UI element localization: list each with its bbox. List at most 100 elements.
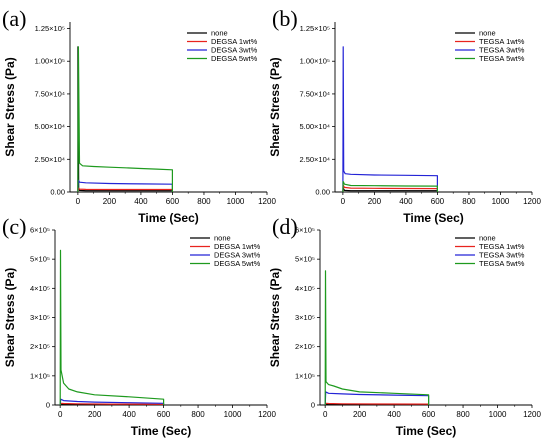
x-tick-label: 1200: [258, 197, 276, 206]
y-axis-title: Shear Stress (Pa): [3, 57, 17, 156]
y-tick-label: 7.50×10⁴: [299, 89, 330, 98]
chart-panel-b: (b) 0.00 2.50×10⁴ 5.00×10⁴ 7.50×10⁴ 1.00×10⁵ 1…: [268, 6, 541, 225]
y-axis-title: Shear Stress (Pa): [3, 268, 17, 367]
series-line-degsa-5wt-: [77, 46, 173, 193]
panel-label: (d): [272, 214, 298, 239]
y-axis-title: Shear Stress (Pa): [268, 57, 282, 156]
legend-label: none: [479, 234, 496, 243]
legend-label: TEGSA 5wt%: [479, 54, 525, 63]
legend-label: TEGSA 3wt%: [479, 251, 525, 260]
legend-label: TEGSA 1wt%: [479, 242, 525, 251]
legend-label: DEGSA 5wt%: [211, 54, 258, 63]
legend-label: DEGSA 3wt%: [214, 251, 261, 260]
x-tick-label: 400: [399, 197, 413, 206]
series-line-tegsa-3wt-: [342, 46, 438, 193]
x-tick-label: 1200: [523, 410, 541, 419]
panel-label: (c): [2, 214, 26, 239]
legend-label: none: [211, 29, 228, 38]
x-axis-title: Time (Sec): [403, 211, 463, 225]
x-tick-label: 400: [134, 197, 148, 206]
y-tick-label: 0.00: [50, 188, 65, 197]
y-tick-label: 1×10⁵: [295, 371, 315, 380]
legend-label: DEGSA 1wt%: [214, 242, 261, 251]
x-tick-label: 200: [368, 197, 382, 206]
legend-label: TEGSA 3wt%: [479, 46, 525, 55]
x-tick-label: 1000: [489, 410, 507, 419]
series-line-degsa-1wt-: [77, 187, 173, 193]
x-tick-label: 600: [422, 410, 436, 419]
legend-label: DEGSA 3wt%: [211, 46, 258, 55]
x-tick-label: 400: [387, 410, 401, 419]
chart-panel-d: (d) 0 1×10⁵ 2×10⁵ 3×10⁵ 4×10⁵ 5×10⁵ 6×10⁵ 0 200 40…: [268, 214, 541, 438]
x-tick-label: 1000: [492, 197, 510, 206]
chart-panel-c: (c) 0 1×10⁵ 2×10⁵ 3×10⁵ 4×10⁵ 5×10⁵ 6×10⁵ 0 200 40…: [2, 214, 276, 438]
series-line-none: [77, 46, 173, 192]
y-tick-label: 1.00×10⁵: [35, 57, 65, 66]
y-tick-label: 4×10⁵: [295, 284, 315, 293]
y-tick-label: 2×10⁵: [30, 342, 50, 351]
y-tick-label: 3×10⁵: [295, 313, 315, 322]
y-tick-label: 6×10⁵: [295, 226, 315, 235]
legend-label: TEGSA 1wt%: [479, 37, 525, 46]
series-line-tegsa-3wt-: [324, 391, 430, 406]
y-tick-label: 6×10⁵: [30, 226, 50, 235]
series-line-degsa-3wt-: [59, 398, 165, 406]
panel-label: (b): [272, 6, 298, 31]
x-axis-title: Time (Sec): [396, 424, 456, 438]
x-tick-label: 1000: [224, 410, 242, 419]
x-tick-label: 600: [431, 197, 445, 206]
y-tick-label: 3×10⁵: [30, 313, 50, 322]
x-tick-label: 600: [166, 197, 180, 206]
y-tick-label: 1.25×10⁵: [300, 24, 330, 33]
y-tick-label: 2.50×10⁴: [34, 155, 65, 164]
x-axis-title: Time (Sec): [138, 211, 198, 225]
y-tick-label: 5×10⁵: [295, 255, 315, 264]
x-tick-label: 0: [341, 197, 346, 206]
series-line-tegsa-5wt-: [342, 180, 438, 193]
x-tick-label: 800: [462, 197, 476, 206]
series-line-tegsa-5wt-: [324, 270, 430, 406]
x-tick-label: 800: [456, 410, 470, 419]
chart-panel-a: (a) 0.00 2.50×10⁴ 5.00×10⁴ 7.50×10⁴ 1.00×10⁵ 1…: [2, 6, 276, 225]
x-tick-label: 200: [103, 197, 117, 206]
y-tick-label: 5.00×10⁴: [299, 122, 330, 131]
y-tick-label: 5×10⁵: [30, 255, 50, 264]
x-tick-label: 200: [88, 410, 102, 419]
x-tick-label: 400: [122, 410, 136, 419]
y-tick-label: 0: [46, 401, 50, 410]
x-tick-label: 1200: [523, 197, 541, 206]
x-tick-label: 200: [353, 410, 367, 419]
x-tick-label: 0: [323, 410, 328, 419]
y-tick-label: 2.50×10⁴: [299, 155, 330, 164]
y-tick-label: 1.00×10⁵: [300, 57, 330, 66]
x-tick-label: 600: [157, 410, 171, 419]
legend-label: none: [479, 29, 496, 38]
legend-label: none: [214, 234, 231, 243]
y-tick-label: 7.50×10⁴: [34, 89, 65, 98]
legend-label: DEGSA 5wt%: [214, 259, 261, 268]
y-axis-title: Shear Stress (Pa): [268, 268, 282, 367]
y-tick-label: 1.25×10⁵: [35, 24, 65, 33]
x-tick-label: 0: [58, 410, 63, 419]
y-tick-label: 1×10⁵: [30, 371, 50, 380]
x-axis-title: Time (Sec): [131, 424, 191, 438]
legend-label: DEGSA 1wt%: [211, 37, 258, 46]
y-tick-label: 2×10⁵: [295, 342, 315, 351]
series-line-degsa-5wt-: [59, 249, 165, 406]
series-line-degsa-3wt-: [77, 179, 173, 193]
x-tick-label: 1200: [258, 410, 276, 419]
x-tick-label: 800: [191, 410, 205, 419]
y-tick-label: 0.00: [315, 188, 330, 197]
x-tick-label: 1000: [227, 197, 245, 206]
y-tick-label: 4×10⁵: [30, 284, 50, 293]
x-tick-label: 800: [197, 197, 211, 206]
y-tick-label: 5.00×10⁴: [34, 122, 65, 131]
legend-label: TEGSA 5wt%: [479, 259, 525, 268]
y-tick-label: 0: [311, 401, 315, 410]
panel-label: (a): [2, 6, 26, 31]
